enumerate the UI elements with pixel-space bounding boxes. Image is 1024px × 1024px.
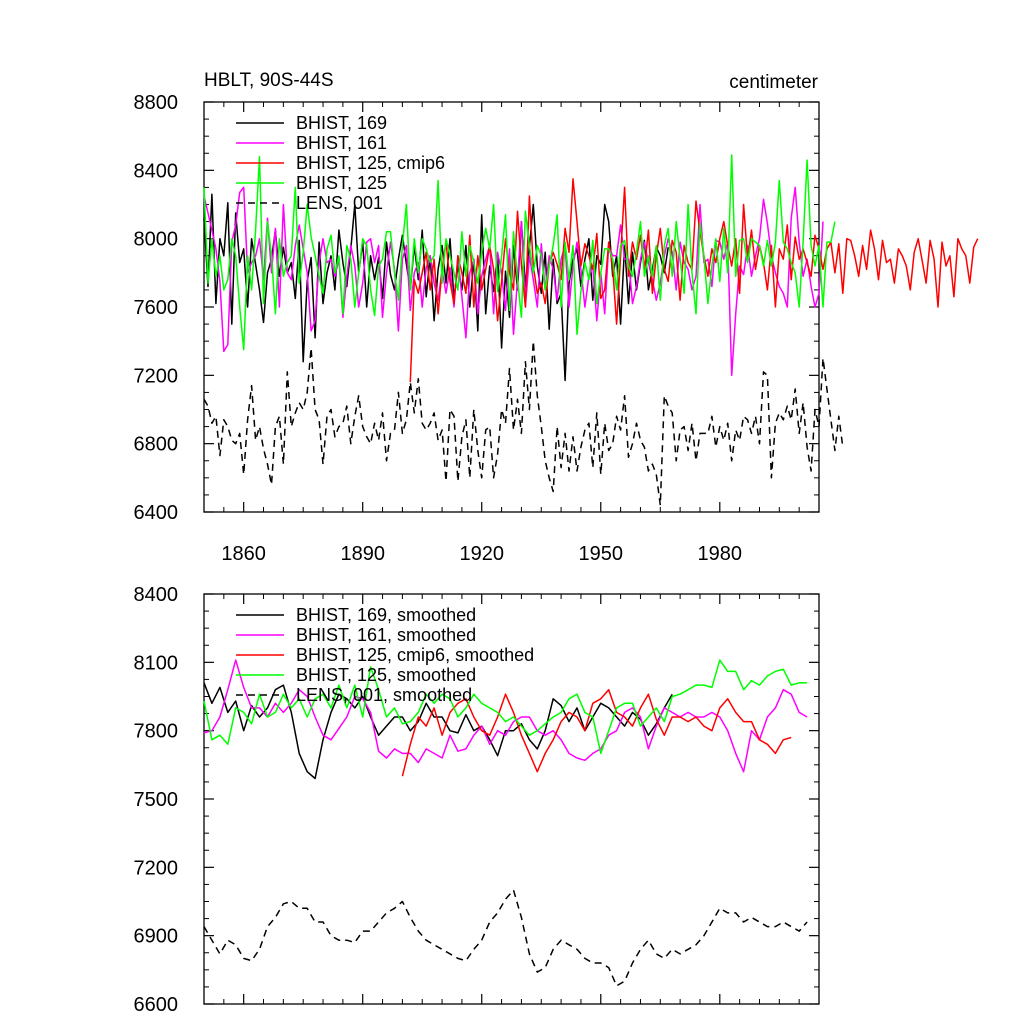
series-line-3 [203, 659, 808, 755]
series-line-3 [203, 154, 836, 351]
legend-label: BHIST, 125 [296, 173, 387, 193]
top-axes: 6400 6800 7200 7600 8000 8400 8800 1860 1890 1920… [134, 92, 820, 565]
y-tick-label: 7200 [134, 365, 179, 387]
legend-label: BHIST, 125, cmip6 [296, 153, 445, 173]
y-tick-label: 8800 [134, 92, 179, 114]
legend-label: BHIST, 169, smoothed [296, 605, 476, 625]
top-series [203, 154, 979, 506]
panel-top: HBLT, 90S-44S centimeter 6400 6800 7200 760… [134, 70, 979, 565]
legend-label: BHIST, 161 [296, 133, 387, 153]
x-tick-label: 1920 [459, 543, 504, 565]
y-tick-label: 8000 [134, 229, 179, 251]
y-tick-label: 7800 [134, 721, 179, 743]
y-tick-label: 7200 [134, 857, 179, 879]
y-tick-label: 6400 [134, 502, 179, 524]
legend-label: BHIST, 161, smoothed [296, 625, 476, 645]
y-tick-label: 7500 [134, 789, 179, 811]
x-tick-label: 1980 [698, 543, 743, 565]
legend-label: BHIST, 125, smoothed [296, 665, 476, 685]
bottom-series [203, 659, 808, 987]
x-tick-label: 1890 [340, 543, 385, 565]
x-tick-label: 1950 [579, 543, 624, 565]
series-line-2 [401, 688, 792, 777]
legend-label: BHIST, 125, cmip6, smoothed [296, 645, 534, 665]
series-line-0 [203, 682, 673, 780]
units-label: centimeter [729, 72, 818, 93]
y-tick-label: 6900 [134, 926, 179, 948]
series-line-4 [203, 889, 808, 987]
y-tick-label: 6800 [134, 434, 179, 456]
legend-label: LENS, 001, smoothed [296, 685, 472, 705]
series-line-1 [203, 659, 808, 773]
y-tick-label: 8400 [134, 160, 179, 182]
y-tick-label: 8100 [134, 652, 179, 674]
chart-title: HBLT, 90S-44S [204, 70, 334, 91]
bottom-axes: 6600 6900 7200 7500 7800 8100 8400 [134, 584, 820, 1016]
series-line-2 [409, 178, 979, 383]
y-tick-label: 8400 [134, 584, 179, 606]
legend-label: LENS, 001 [296, 193, 383, 213]
legend-label: BHIST, 169 [296, 113, 387, 133]
series-line-4 [203, 340, 844, 506]
panel-bottom: 6600 6900 7200 7500 7800 8100 8400 BHIST, 169,… [134, 584, 820, 1016]
x-tick-label: 1860 [221, 543, 266, 565]
y-tick-label: 7600 [134, 297, 179, 319]
y-tick-label: 6600 [134, 994, 179, 1016]
